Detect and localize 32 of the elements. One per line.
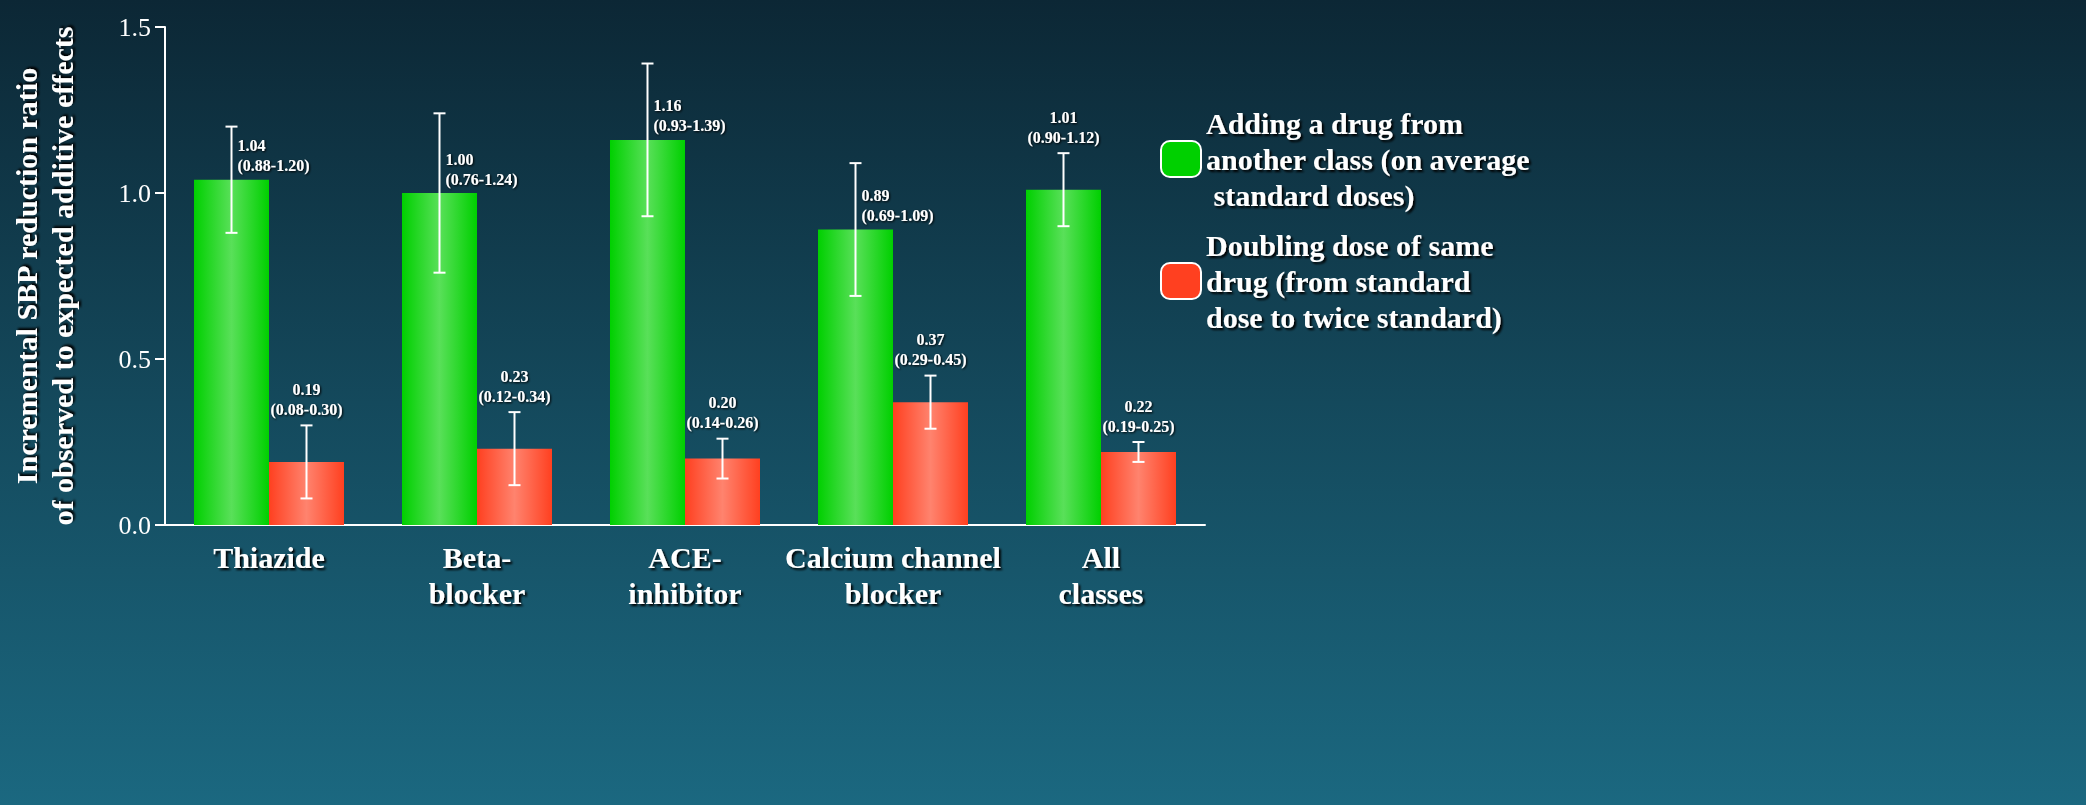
y-tick-label: 1.0 [118,178,151,208]
x-tick-label: ACE- inhibitor [628,540,742,610]
data-label: 0.19 (0.08-0.30) [270,380,343,419]
bar [685,458,760,525]
data-label: 1.16 (0.93-1.39) [653,97,726,136]
bar [194,179,269,525]
data-label: 0.89 (0.69-1.09) [861,187,934,226]
x-tick-label: Beta- blocker [428,540,526,610]
y-axis-title: Incremental SBP reduction ratio of observed to expected additive effects [9,26,79,526]
bar [818,229,893,525]
data-label: 0.37 (0.29-0.45) [894,331,967,370]
bar [402,193,477,525]
legend-label: Doubling dose of same drug (from standard dose to twice standard) [1206,228,1502,335]
bar [477,448,552,525]
bar [1101,451,1176,525]
x-tick-label: All classes [1058,540,1144,610]
bar [1026,189,1101,525]
y-tick-label: 1.5 [118,12,151,42]
x-tick-label: Calcium channel blocker [785,540,1001,610]
legend-label: Adding a drug from another class (on average standard doses) [1206,106,1530,213]
data-label: 0.22 (0.19-0.25) [1102,397,1175,436]
data-label: 1.00 (0.76-1.24) [445,150,518,189]
data-label: 1.01 (0.90-1.12) [1027,108,1100,147]
bar [893,402,968,525]
data-label: 1.04 (0.88-1.20) [237,137,310,176]
y-tick-label: 0.5 [118,344,151,374]
bar [269,461,344,525]
data-label: 0.23 (0.12-0.34) [478,367,551,406]
bar [610,139,685,525]
x-tick-label: Thiazide [213,540,325,574]
data-label: 0.20 (0.14-0.26) [686,394,759,433]
y-tick-label: 0.0 [118,510,151,540]
